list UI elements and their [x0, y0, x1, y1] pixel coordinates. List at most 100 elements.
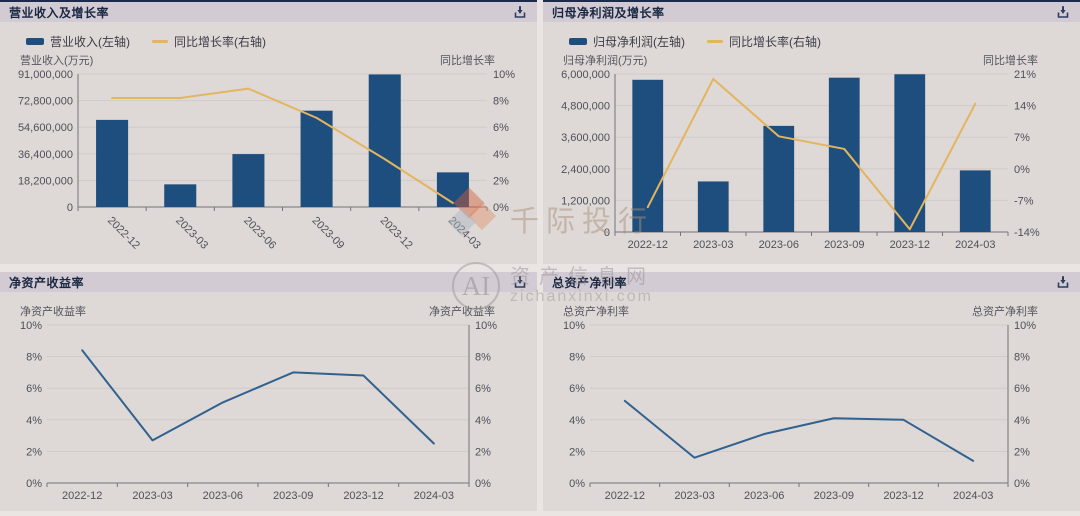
x-axis-label: 2024-03 — [953, 490, 993, 502]
chart-area: 0 18,200,000 36,400,000 54,600,000 72,800,00… — [0, 22, 537, 264]
left-tick-label: 8% — [26, 352, 42, 364]
left-tick-label: 72,800,000 — [18, 96, 73, 108]
x-axis-label: 2023-03 — [693, 239, 733, 251]
x-axis-label: 2023-09 — [309, 215, 346, 252]
right-tick-label: 10% — [475, 320, 497, 332]
panel-title: 总资产净利率 — [552, 275, 628, 290]
left-axis-name: 净资产收益率 — [20, 306, 86, 318]
panel-header: 净资产收益率 — [0, 272, 537, 292]
download-button[interactable] — [512, 274, 528, 290]
left-tick-label: 0% — [569, 478, 585, 490]
right-tick-label: -7% — [1014, 195, 1034, 207]
right-tick-label: 10% — [1014, 320, 1036, 332]
x-axis-label: 2023-06 — [759, 239, 799, 251]
panel-title: 净资产收益率 — [9, 275, 85, 290]
line-swatch-icon — [152, 40, 168, 43]
legend-label: 归母净利润(左轴) — [593, 35, 685, 49]
bar-swatch-icon — [569, 38, 587, 45]
right-axis-name: 净资产收益率 — [429, 306, 495, 318]
right-tick-label: 6% — [475, 383, 491, 395]
right-tick-label: 7% — [1014, 132, 1030, 144]
left-tick-label: 91,000,000 — [18, 69, 73, 81]
right-tick-label: 2% — [475, 446, 491, 458]
chart-area: 0 1,200,000 2,400,000 3,600,000 4,800,000 6,0… — [543, 22, 1080, 264]
x-axis-label: 2023-03 — [674, 490, 714, 502]
x-axis-label: 2023-12 — [890, 239, 930, 251]
right-tick-label: 4% — [1014, 415, 1030, 427]
right-tick-label: 6% — [1014, 383, 1030, 395]
right-tick-label: 0% — [493, 202, 509, 214]
right-tick-label: 0% — [1014, 478, 1030, 490]
left-tick-label: 3,600,000 — [561, 132, 610, 144]
chart-area: 0% 2% 4% 6% 8% 10% 0% 2% 4% 6% 8% 10% 2022-12 2023-03… — [543, 292, 1080, 511]
left-tick-label: 4,800,000 — [561, 101, 610, 113]
x-axis-label: 2023-03 — [132, 490, 172, 502]
legend-item-growth[interactable]: 同比增长率(右轴) — [152, 33, 266, 50]
right-axis-name: 总资产净利率 — [972, 306, 1038, 318]
x-axis-label: 2023-06 — [203, 490, 243, 502]
line-swatch-icon — [707, 40, 723, 43]
left-tick-label: 6% — [569, 383, 585, 395]
right-axis-name: 同比增长率 — [440, 55, 495, 67]
chart-legend: 营业收入(左轴) 同比增长率(右轴) — [26, 33, 266, 50]
bar — [828, 77, 860, 232]
right-tick-label: 6% — [493, 122, 509, 134]
bar — [697, 181, 729, 232]
download-button[interactable] — [1055, 274, 1071, 290]
netprofit-growth-chart: 0 1,200,000 2,400,000 3,600,000 4,800,000 6,0… — [561, 69, 1040, 251]
trend-line — [623, 399, 975, 462]
left-tick-label: 4% — [26, 415, 42, 427]
left-tick-label: 1,200,000 — [561, 195, 610, 207]
left-tick-label: 8% — [569, 352, 585, 364]
left-tick-label: 2% — [26, 446, 42, 458]
left-tick-label: 36,400,000 — [18, 149, 73, 161]
bar — [894, 74, 926, 232]
bar — [632, 79, 664, 232]
legend-item-growth[interactable]: 同比增长率(右轴) — [707, 33, 821, 50]
x-axis-label: 2023-12 — [378, 215, 415, 252]
revenue-growth-chart: 0 18,200,000 36,400,000 54,600,000 72,800,00… — [18, 69, 515, 252]
download-icon — [1057, 276, 1069, 288]
trend-line — [81, 349, 435, 445]
x-axis-label: 2024-03 — [955, 239, 995, 251]
bar — [300, 110, 333, 207]
download-icon — [514, 6, 526, 18]
right-tick-label: 2% — [493, 175, 509, 187]
x-axis-label: 2023-06 — [744, 490, 784, 502]
download-icon — [514, 276, 526, 288]
left-axis-name: 营业收入(万元) — [20, 55, 94, 67]
legend-item-netprofit[interactable]: 归母净利润(左轴) — [569, 33, 685, 50]
legend-item-revenue[interactable]: 营业收入(左轴) — [26, 33, 130, 50]
left-tick-label: 0% — [26, 478, 42, 490]
panel-header: 营业收入及增长率 — [0, 0, 537, 22]
roa-chart: 0% 2% 4% 6% 8% 10% 0% 2% 4% 6% 8% 10% 2022-12 2023-03… — [563, 320, 1036, 502]
left-tick-label: 0 — [67, 202, 73, 214]
left-tick-label: 4% — [569, 415, 585, 427]
x-axis-label: 2023-12 — [343, 490, 383, 502]
left-tick-label: 54,600,000 — [18, 122, 73, 134]
left-tick-label: 0 — [604, 227, 610, 239]
legend-label: 同比增长率(右轴) — [174, 35, 266, 49]
x-axis-label: 2023-12 — [883, 490, 923, 502]
left-tick-label: 2,400,000 — [561, 164, 610, 176]
trend-line — [646, 77, 977, 231]
left-axis-name: 总资产净利率 — [563, 306, 629, 318]
right-tick-label: 14% — [1014, 101, 1036, 113]
chart-area: 0% 2% 4% 6% 8% 10% 0% 2% 4% 6% 8% 10% 2022-12 2023-03… — [0, 292, 537, 511]
right-tick-label: 8% — [475, 352, 491, 364]
left-tick-label: 2% — [569, 446, 585, 458]
download-button[interactable] — [512, 4, 528, 20]
legend-label: 同比增长率(右轴) — [729, 35, 821, 49]
panel-header: 总资产净利率 — [543, 272, 1080, 292]
x-axis-label: 2023-09 — [824, 239, 864, 251]
x-axis-label: 2023-03 — [173, 215, 210, 252]
left-tick-label: 6,000,000 — [561, 69, 610, 81]
right-tick-label: 4% — [475, 415, 491, 427]
panel-title: 归母净利润及增长率 — [552, 5, 665, 20]
legend-label: 营业收入(左轴) — [50, 35, 130, 49]
left-tick-label: 6% — [26, 383, 42, 395]
download-button[interactable] — [1055, 4, 1071, 20]
left-tick-label: 10% — [563, 320, 585, 332]
right-tick-label: 2% — [1014, 446, 1030, 458]
